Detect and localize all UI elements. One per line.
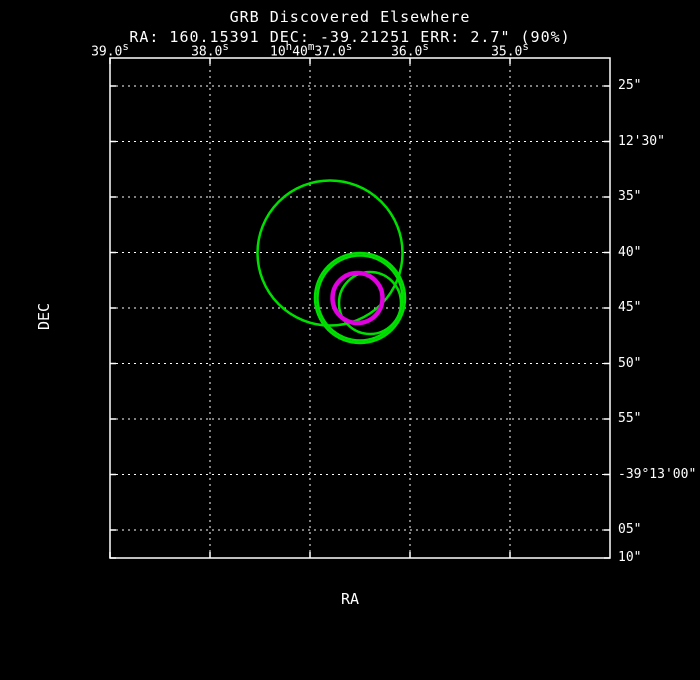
y-tick-label: 10": [618, 550, 641, 565]
y-tick-label: -39°13'00": [618, 467, 696, 482]
x-tick-label: 10h40m37.0s: [270, 40, 350, 59]
y-tick-label: 50": [618, 356, 641, 371]
chart-container: GRB Discovered Elsewhere RA: 160.15391 D…: [0, 0, 700, 680]
y-tick-label: 05": [618, 522, 641, 537]
x-axis-label: RA: [0, 590, 700, 608]
x-tick-label: 39.0s: [70, 40, 150, 59]
y-axis-label: DEC: [35, 303, 53, 330]
y-tick-label: 40": [618, 245, 641, 260]
plot-area: [0, 0, 700, 680]
x-tick-label: 35.0s: [470, 40, 550, 59]
y-tick-label: 25": [618, 78, 641, 93]
x-tick-label: 38.0s: [170, 40, 250, 59]
x-tick-label: 36.0s: [370, 40, 450, 59]
y-tick-label: 35": [618, 189, 641, 204]
y-tick-label: 45": [618, 300, 641, 315]
y-tick-label: 55": [618, 411, 641, 426]
y-tick-label: 12'30": [618, 134, 665, 149]
